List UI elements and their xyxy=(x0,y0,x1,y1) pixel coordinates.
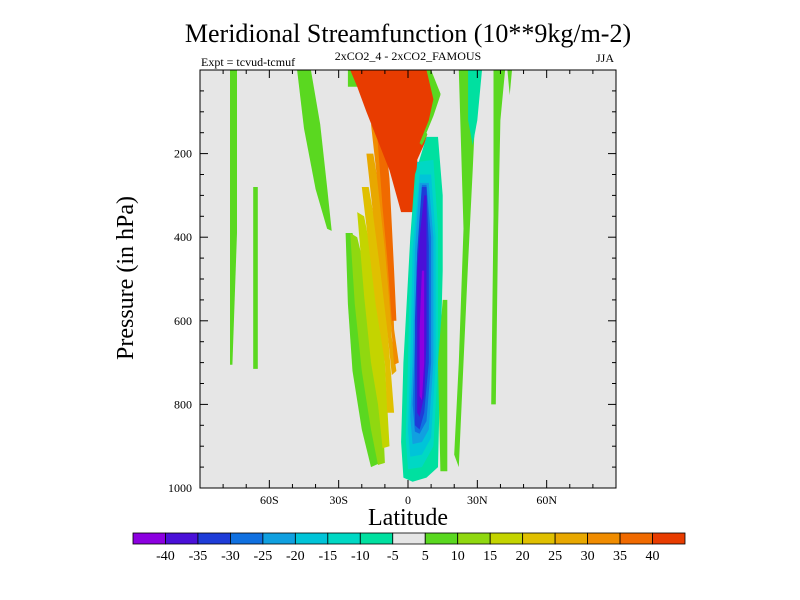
contour-region-0 xyxy=(230,70,237,365)
colorbar-label: -10 xyxy=(351,549,370,564)
colorbar-swatch xyxy=(619,532,653,545)
y-axis-label: Pressure (in hPa) xyxy=(113,196,139,360)
contour-region-15 xyxy=(426,70,466,142)
colorbar-label: 5 xyxy=(422,549,429,564)
colorbar-swatch xyxy=(554,532,588,545)
x-tick-label: 30S xyxy=(329,493,348,507)
colorbar-swatch xyxy=(652,532,686,545)
contour-region-7 xyxy=(357,212,390,449)
colorbar-swatch xyxy=(392,532,426,545)
colorbar-swatch xyxy=(359,532,394,545)
chart-title: Meridional Streamfunction (10**9kg/m-2) xyxy=(185,19,631,48)
x-axis-label: Latitude xyxy=(368,505,448,531)
colorbar-swatch xyxy=(230,532,264,545)
x-tick-label: 0 xyxy=(405,493,411,507)
x-tick-label: 60S xyxy=(260,493,279,507)
contour-region-11 xyxy=(373,90,397,321)
contour-region-2 xyxy=(297,70,332,231)
chart-subtitle: 2xCO2_4 - 2xCO2_FAMOUS xyxy=(335,49,481,63)
y-tick-label: 800 xyxy=(174,397,192,411)
colorbar-swatch xyxy=(197,532,231,545)
colorbar-label: 30 xyxy=(581,549,595,564)
colorbar-label: 40 xyxy=(646,549,660,564)
y-tick-label: 1000 xyxy=(168,481,192,495)
colorbar-swatch xyxy=(327,532,361,545)
y-tick-label: 200 xyxy=(174,147,192,161)
contour-region-23 xyxy=(419,270,425,401)
colorbar-label: -20 xyxy=(286,549,305,564)
colorbar-swatch xyxy=(294,532,329,545)
contour-region-24 xyxy=(438,299,448,472)
contour-region-8 xyxy=(361,187,395,413)
colorbar-label: -35 xyxy=(189,549,208,564)
contour-layer xyxy=(230,70,512,482)
colorbar-label: -5 xyxy=(387,549,399,564)
colorbar-swatch xyxy=(522,532,556,545)
contour-region-27 xyxy=(491,70,506,405)
y-tick-label: 400 xyxy=(174,230,192,244)
plot-area: 60S 30S 0 30N 60N 200 400 600 800 1000 xyxy=(168,69,617,507)
x-tick-label: 30N xyxy=(467,493,488,507)
colorbar-label: 20 xyxy=(516,549,530,564)
contour-region-3 xyxy=(331,70,339,96)
contour-region-13 xyxy=(419,70,443,146)
contour-region-1 xyxy=(253,187,258,369)
colorbar-label: 35 xyxy=(613,549,627,564)
colorbar-swatch xyxy=(132,532,166,545)
colorbar: -40 -35 -30 -25 -20 -15 -10 -5 5 10 15 20 25 30 35 40 xyxy=(132,532,686,564)
x-tick-label: 60N xyxy=(536,493,557,507)
experiment-label: Expt = tcvud-tcmuf xyxy=(201,55,295,69)
tick-layer: 60S 30S 0 30N 60N 200 400 600 800 1000 xyxy=(168,70,616,507)
colorbar-swatch xyxy=(424,532,459,545)
colorbar-label: -30 xyxy=(221,549,240,564)
contour-region-26 xyxy=(468,70,482,146)
contour-region-6 xyxy=(350,233,385,465)
colorbar-swatch xyxy=(457,532,491,545)
colorbar-swatch xyxy=(489,532,524,545)
colorbar-swatch xyxy=(165,532,199,545)
colorbar-swatch xyxy=(262,532,296,545)
y-tick-label: 600 xyxy=(174,314,192,328)
contour-region-12 xyxy=(350,70,436,213)
colorbar-swatch xyxy=(587,532,621,545)
colorbar-label: -25 xyxy=(254,549,273,564)
contour-region-28 xyxy=(507,70,512,96)
colorbar-label: 25 xyxy=(548,549,562,564)
colorbar-label: 15 xyxy=(483,549,497,564)
colorbar-label: -15 xyxy=(318,549,337,564)
season-label: JJA xyxy=(596,51,614,65)
contour-region-9 xyxy=(366,153,397,376)
colorbar-label: 10 xyxy=(451,549,465,564)
contour-region-25 xyxy=(454,70,478,468)
colorbar-label: -40 xyxy=(156,549,175,564)
